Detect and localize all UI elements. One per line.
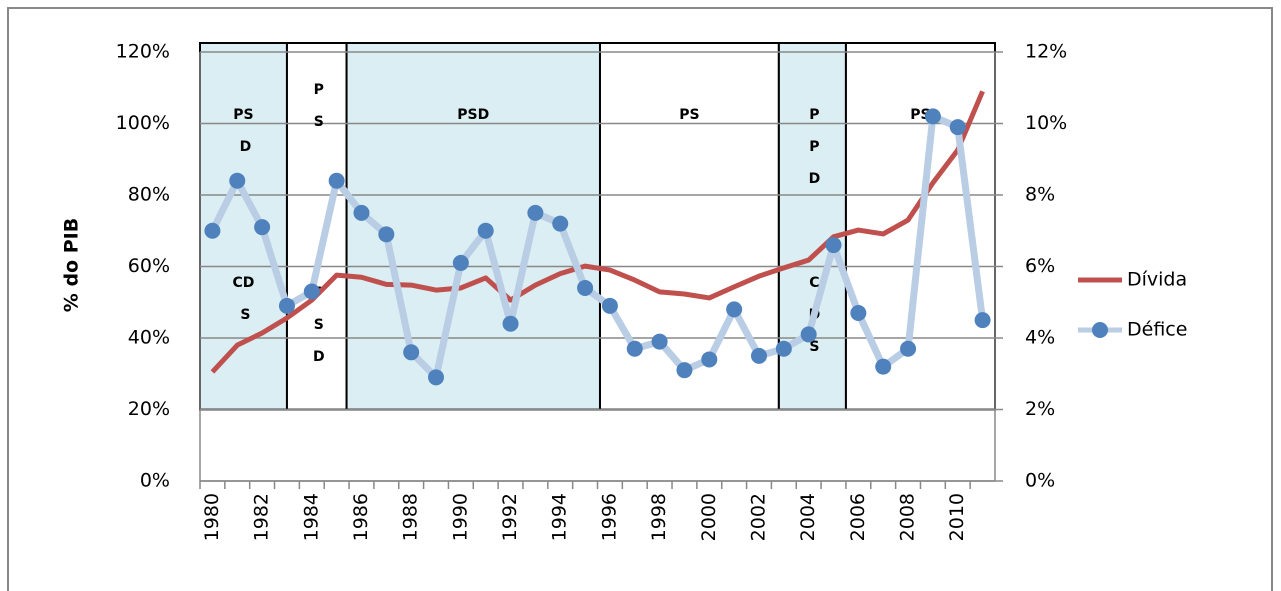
y2-tick-label: 8% [1025, 184, 1055, 206]
y-tick-label: 0% [140, 470, 170, 492]
marker [750, 347, 767, 364]
x-tick-label: 1994 [549, 493, 571, 541]
marker [552, 215, 569, 232]
x-tick-label: 2010 [946, 493, 968, 541]
x-tick-label: 1992 [499, 493, 521, 541]
x-tick-label: 1980 [201, 493, 223, 541]
y-tick-label: 100% [116, 112, 170, 134]
marker [900, 340, 917, 357]
y-tick-label: 40% [128, 327, 170, 349]
marker [651, 333, 668, 350]
x-tick-label: 2006 [847, 493, 869, 541]
period-label: D [809, 171, 821, 187]
marker [974, 312, 991, 329]
marker [850, 304, 867, 321]
y-tick-label: 120% [116, 41, 170, 63]
legend-label: Défice [1127, 319, 1187, 341]
marker [254, 219, 271, 236]
x-tick-label: 1986 [350, 493, 372, 541]
period-label: PS [679, 107, 699, 123]
y2-tick-label: 10% [1025, 112, 1067, 134]
y-tick-label: 80% [128, 184, 170, 206]
marker [775, 340, 792, 357]
marker [378, 226, 395, 243]
series-line [210, 90, 985, 374]
marker [278, 297, 295, 314]
marker [875, 358, 892, 375]
period-label: C [809, 275, 819, 291]
period-label: S [314, 114, 324, 130]
marker [701, 351, 718, 368]
y2-tick-label: 4% [1025, 327, 1055, 349]
period-label: S [809, 339, 819, 355]
legend-marker [1092, 322, 1108, 338]
y-tick-label: 20% [128, 398, 170, 420]
y2-tick-label: 6% [1025, 255, 1055, 277]
marker [949, 119, 966, 136]
y2-tick-label: 0% [1025, 470, 1055, 492]
x-tick-label: 1998 [648, 493, 670, 541]
y2-tick-label: 12% [1025, 41, 1067, 63]
period-label: P [314, 82, 324, 98]
x-tick-label: 2004 [797, 493, 819, 541]
y-tick-label: 60% [128, 255, 170, 277]
marker [428, 369, 445, 386]
x-tick-label: 1988 [400, 493, 422, 541]
period-label: S [240, 307, 250, 323]
y2-tick-label: 2% [1025, 398, 1055, 420]
marker [825, 237, 842, 254]
x-tick-label: 2000 [698, 493, 720, 541]
marker [452, 254, 469, 271]
period-label: P [809, 139, 819, 155]
x-tick-label: 1990 [449, 493, 471, 541]
period-label: P [809, 107, 819, 123]
x-tick-label: 1982 [251, 493, 273, 541]
marker [477, 222, 494, 239]
marker [353, 204, 370, 221]
marker [527, 204, 544, 221]
period-box [777, 42, 847, 411]
period-label: D [313, 349, 325, 365]
marker [502, 315, 519, 332]
marker [924, 108, 941, 125]
period-label: CD [233, 275, 255, 291]
period-label: D [240, 139, 252, 155]
marker [601, 297, 618, 314]
marker [328, 172, 345, 189]
x-tick-label: 2002 [747, 493, 769, 541]
marker [676, 362, 693, 379]
marker [726, 301, 743, 318]
period-label: PSD [457, 107, 489, 123]
marker [800, 326, 817, 343]
x-tick-label: 1984 [300, 493, 322, 541]
marker [626, 340, 643, 357]
marker [204, 222, 221, 239]
period-label: PS [233, 107, 253, 123]
marker [577, 279, 594, 296]
marker [403, 344, 420, 361]
x-tick-label: 1996 [598, 493, 620, 541]
marker [303, 283, 320, 300]
period-label: S [314, 317, 324, 333]
x-tick-label: 2008 [897, 493, 919, 541]
y-axis-title: % do PIB [61, 218, 83, 312]
marker [229, 172, 246, 189]
legend-label: Dívida [1127, 269, 1187, 291]
